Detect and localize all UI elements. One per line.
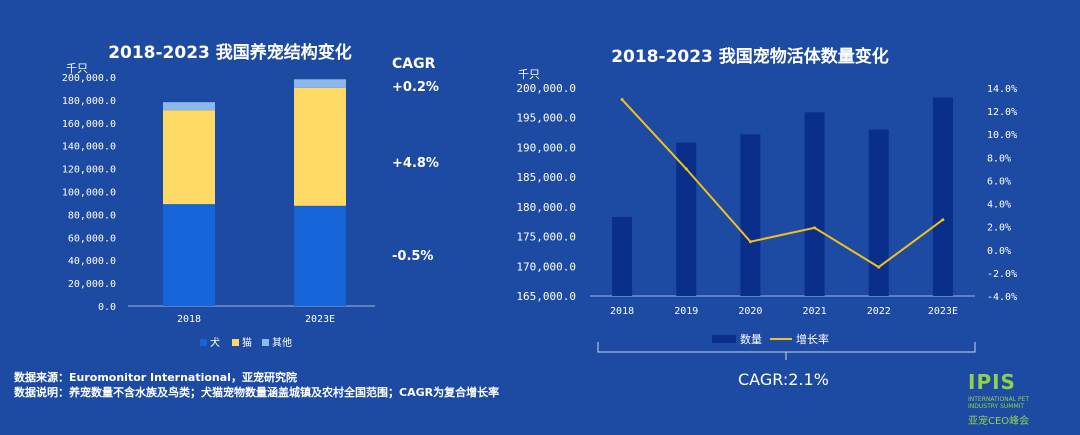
left-unit-label: 千只 (66, 62, 88, 75)
y-right-tick-label: 10.0% (987, 130, 1017, 141)
y-right-tick-label: 12.0% (987, 107, 1017, 118)
bar-cat-2018 (163, 110, 215, 205)
y-left-tick-label: 190,000.0 (516, 141, 576, 154)
y-left-tick-label: 175,000.0 (516, 231, 576, 244)
bar-cat-2023E (294, 87, 346, 206)
bar-dog-2023E (294, 205, 346, 306)
y-tick-label: 80,000.0 (68, 210, 116, 221)
legend-swatch-count (712, 335, 736, 343)
cagr-other: +0.2% (392, 80, 439, 95)
y-right-tick-label: 2.0% (987, 223, 1011, 234)
logo-main-text: IPIS (968, 370, 1016, 394)
y-tick-label: 60,000.0 (68, 233, 116, 244)
cagr-dog: -0.5% (392, 249, 434, 264)
y-right-tick-label: 8.0% (987, 153, 1011, 164)
growth-rate-line (621, 98, 944, 269)
bar-other-2023E (294, 79, 346, 88)
y-left-tick-label: 180,000.0 (516, 201, 576, 214)
bar-dog-2018 (163, 204, 215, 306)
y-left-tick-label: 170,000.0 (516, 260, 576, 273)
cagr-header: CAGR (392, 56, 436, 72)
y-tick-label: 180,000.0 (62, 96, 116, 107)
x-tick-label: 2021 (803, 306, 827, 317)
y-right-tick-label: 14.0% (987, 84, 1017, 95)
ipis-logo: IPIS INTERNATIONAL PET INDUSTRY SUMMIT 亚… (968, 370, 1068, 430)
y-tick-label: 160,000.0 (62, 119, 116, 130)
bar-other-2018 (163, 102, 215, 111)
logo-cn-text: 亚宠CEO峰会 (968, 416, 1030, 427)
data-note: 数据说明：养宠数量不含水族及鸟类；犬猫宠物数量涵盖城镇及农村全国范围；CAGR为… (14, 386, 500, 399)
legend-label-2: 其他 (272, 336, 292, 349)
x-tick-label: 2018 (177, 314, 201, 325)
growth-point-2022 (877, 265, 881, 269)
bar-count-2020 (740, 134, 761, 296)
legend-swatch-0 (200, 339, 207, 346)
x-tick-label: 2023E (928, 306, 958, 317)
source-note: 数据来源：Euromonitor International，亚宠研究院 (14, 371, 297, 384)
x-tick-label: 2020 (738, 306, 762, 317)
x-tick-label: 2018 (610, 306, 634, 317)
left-chart-title: 2018-2023 我国养宠结构变化 (108, 43, 352, 63)
right-chart-title: 2018-2023 我国宠物活体数量变化 (611, 47, 889, 67)
cagr-cat: +4.8% (392, 156, 439, 171)
y-right-tick-label: -4.0% (987, 292, 1017, 303)
y-left-tick-label: 165,000.0 (516, 290, 576, 303)
growth-point-2023E (941, 218, 945, 222)
legend-swatch-1 (232, 339, 239, 346)
legend-label-0: 犬 (210, 336, 220, 349)
legend-label-count: 数量 (740, 333, 762, 346)
left-stacked-bar-chart: 0.0 20,000.0 40,000.0 60,000.0 80,000.0 100,0… (62, 73, 375, 349)
right-bar-line-chart: 165,000.0 170,000.0 175,000.0 180,000.0 185,… (516, 82, 1017, 360)
y-tick-label: 120,000.0 (62, 165, 116, 176)
y-left-tick-label: 195,000.0 (516, 112, 576, 125)
y-tick-label: 100,000.0 (62, 188, 116, 199)
cagr-bracket (597, 342, 976, 353)
y-right-tick-label: 0.0% (987, 246, 1011, 257)
y-left-tick-label: 200,000.0 (516, 82, 576, 95)
right-unit-label: 千只 (518, 68, 540, 81)
bar-count-2018 (612, 216, 633, 296)
y-right-tick-label: 4.0% (987, 200, 1011, 211)
legend-label-1: 猫 (242, 336, 252, 349)
total-cagr: CAGR:2.1% (738, 370, 829, 389)
x-tick-label: 2022 (867, 306, 891, 317)
bar-count-2019 (676, 142, 697, 296)
growth-point-2020 (748, 240, 752, 244)
y-tick-label: 20,000.0 (68, 279, 116, 290)
bar-count-2021 (804, 112, 825, 296)
growth-point-2021 (813, 226, 817, 230)
y-tick-label: 200,000.0 (62, 73, 116, 84)
y-right-tick-label: -2.0% (987, 269, 1017, 280)
x-tick-label: 2023E (305, 314, 335, 325)
x-tick-label: 2019 (674, 306, 698, 317)
growth-point-2018 (620, 98, 624, 102)
bar-count-2022 (868, 129, 889, 296)
y-tick-label: 0.0 (98, 302, 116, 313)
growth-point-2019 (684, 167, 688, 171)
y-tick-label: 40,000.0 (68, 256, 116, 267)
bar-count-2023E (932, 97, 953, 296)
y-tick-label: 140,000.0 (62, 142, 116, 153)
y-left-tick-label: 185,000.0 (516, 171, 576, 184)
logo-sub-text: INTERNATIONAL PET INDUSTRY SUMMIT (968, 396, 1030, 410)
legend-swatch-2 (262, 339, 269, 346)
legend-label-growth: 增长率 (796, 332, 829, 346)
y-right-tick-label: 6.0% (987, 176, 1011, 187)
